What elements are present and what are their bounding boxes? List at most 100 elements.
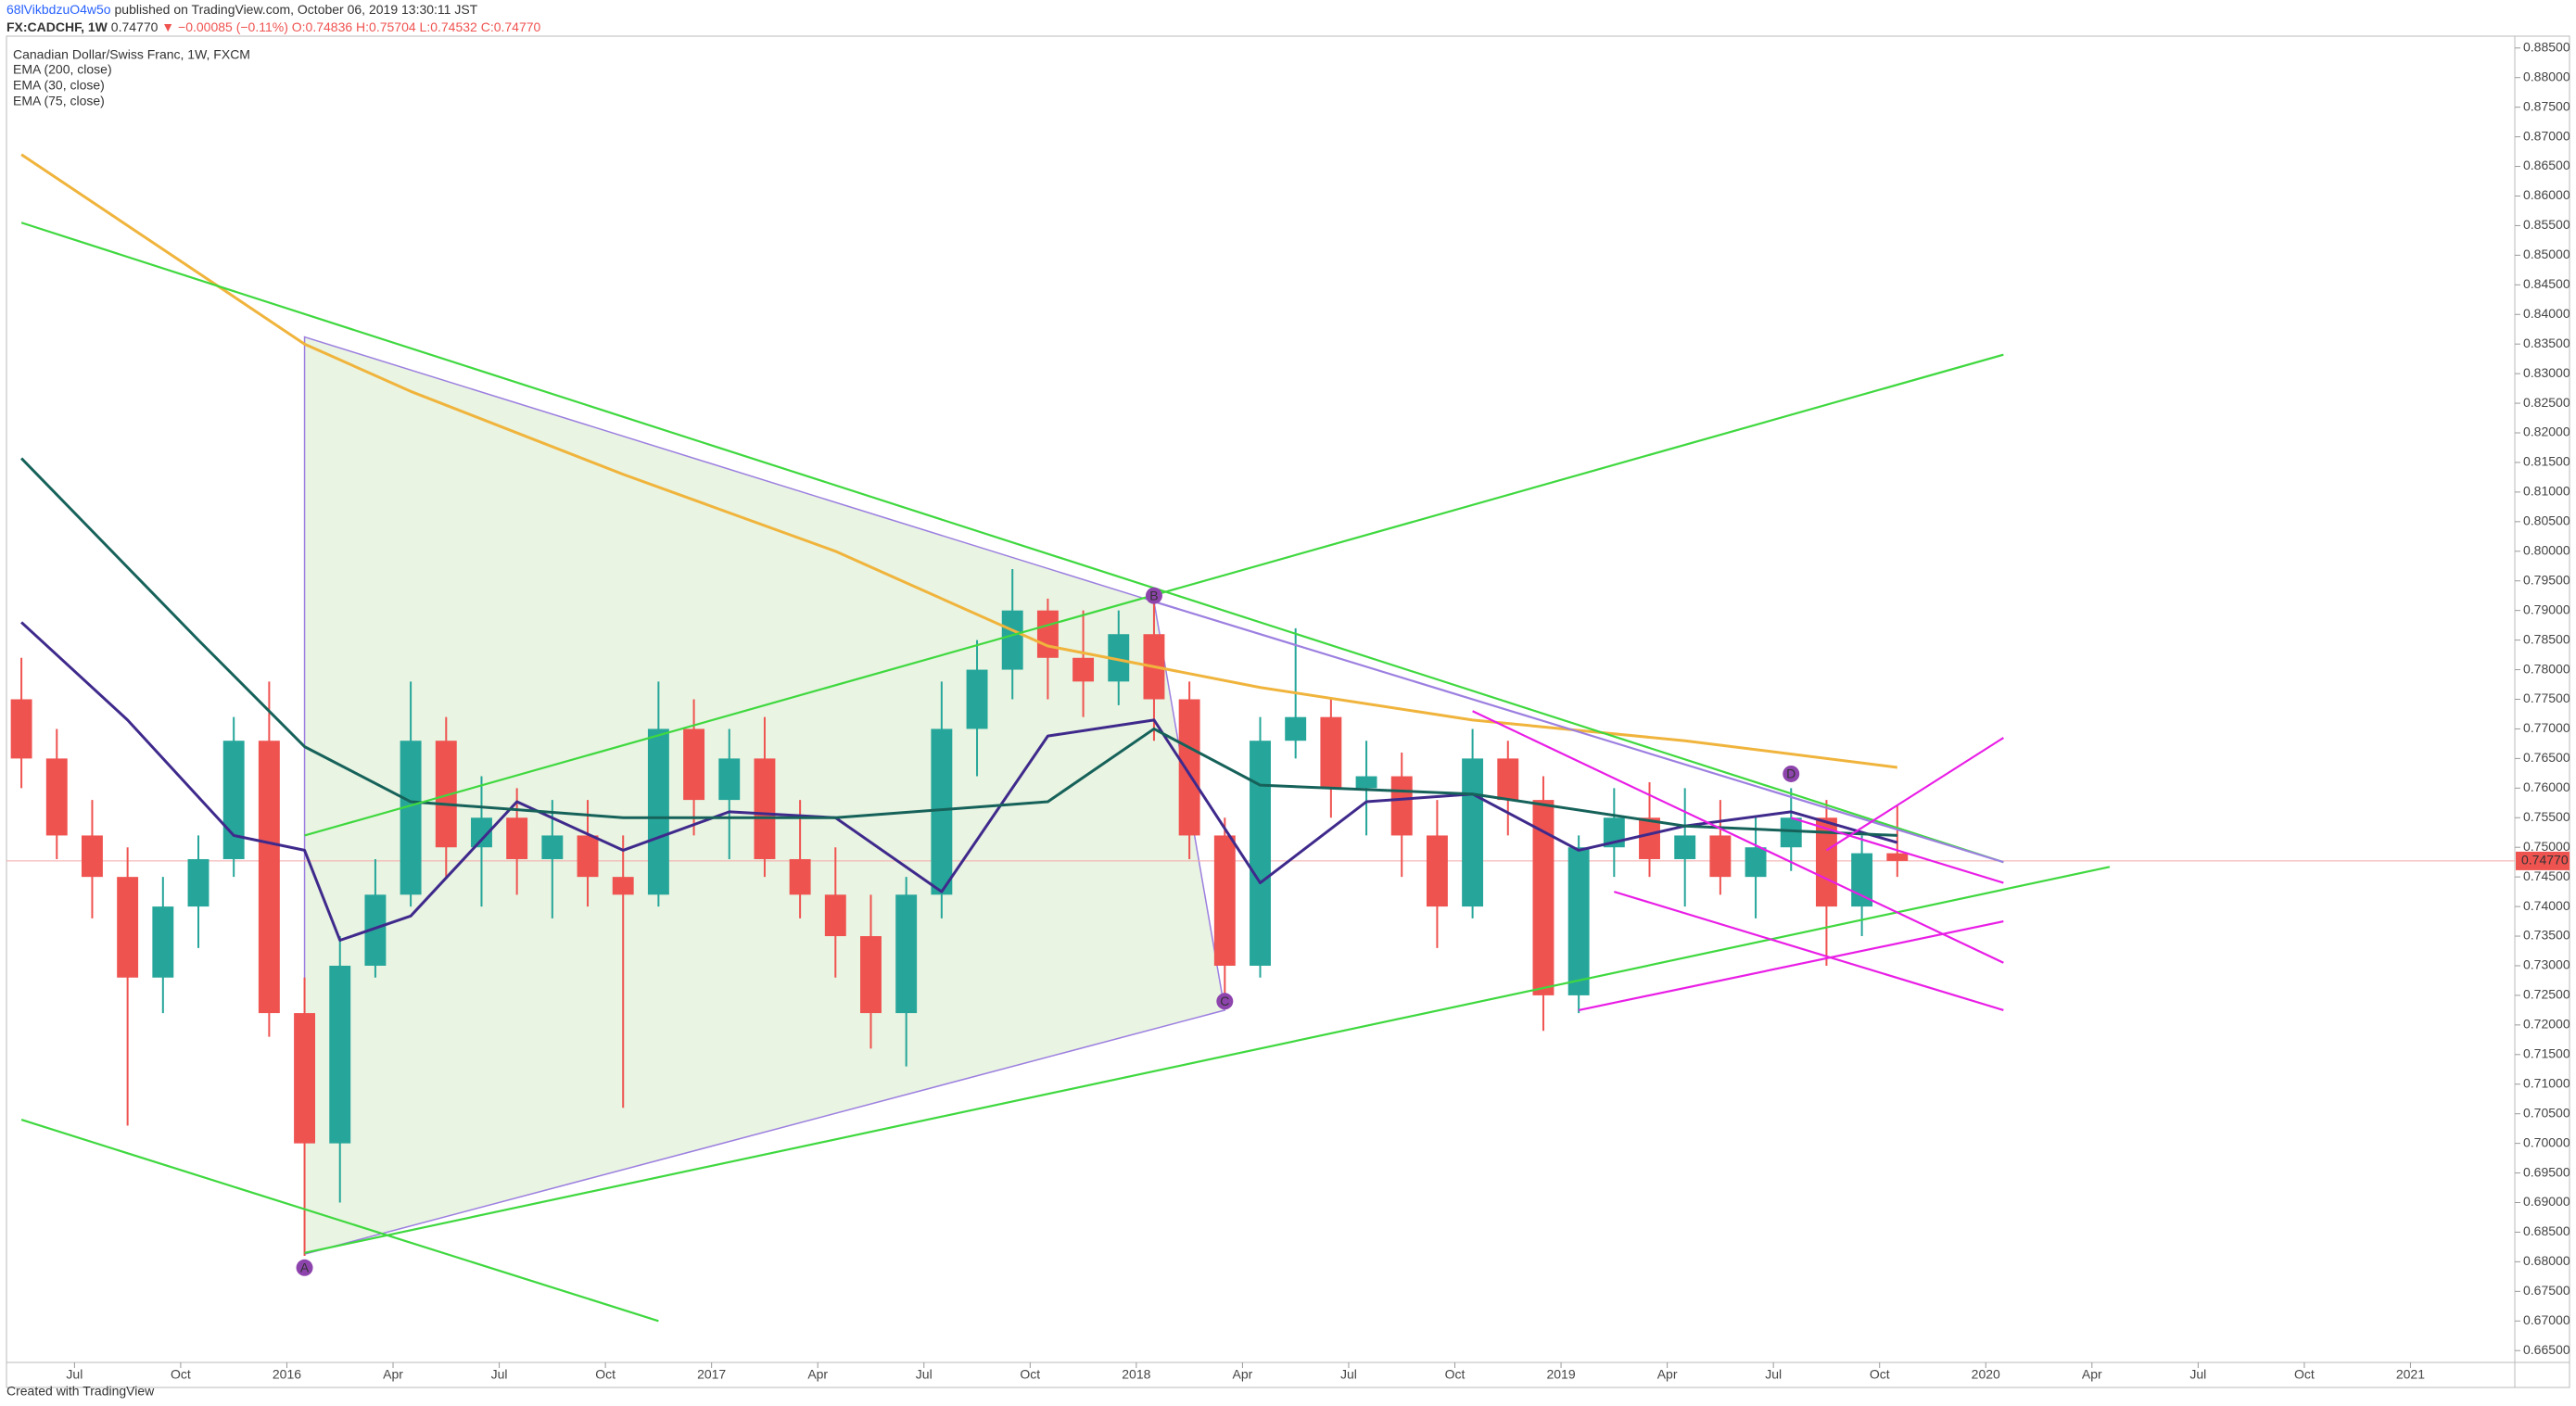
point-label: D	[1786, 766, 1796, 781]
y-tick-label: 0.71000	[2523, 1075, 2570, 1090]
candle-body	[1072, 657, 1095, 682]
x-tick-label: Oct	[1870, 1367, 1890, 1382]
y-tick-label: 0.81000	[2523, 484, 2570, 499]
candle-body	[1108, 634, 1130, 682]
candle-body	[82, 835, 103, 878]
user[interactable]: 68lVikbdzuO4w5o	[6, 2, 111, 17]
footer[interactable]: Created with TradingView	[6, 1384, 155, 1399]
candle-body	[541, 835, 564, 859]
candle-body	[966, 669, 988, 729]
candle-body	[1285, 716, 1307, 741]
candle-body	[1462, 758, 1484, 907]
point-marker	[1145, 587, 1162, 604]
candle-body	[152, 906, 174, 978]
ema-line	[20, 153, 1897, 769]
legend-entry: EMA (200, close)	[13, 62, 112, 77]
y-tick-label: 0.88000	[2523, 69, 2570, 83]
candle-body	[1639, 817, 1660, 859]
candle-body	[1178, 699, 1200, 836]
candle-body	[1674, 835, 1696, 859]
x-tick-label: Apr	[1657, 1367, 1678, 1382]
y-tick-label: 0.76500	[2523, 750, 2570, 765]
candle-body	[258, 741, 280, 1014]
change: ▼ −0.00085 (−0.11%)	[161, 19, 288, 34]
y-tick-label: 0.69500	[2523, 1164, 2570, 1179]
candle-body	[1567, 847, 1590, 995]
y-tick-label: 0.74000	[2523, 898, 2570, 913]
candle-body	[754, 758, 776, 859]
x-tick-label: Oct	[595, 1367, 615, 1382]
candle-body	[931, 728, 953, 895]
y-tick-label: 0.79500	[2523, 572, 2570, 587]
y-tick-label: 0.75500	[2523, 809, 2570, 824]
point-marker	[1216, 993, 1234, 1010]
x-tick-label: Jul	[1765, 1367, 1782, 1382]
x-tick-label: Oct	[2294, 1367, 2315, 1382]
y-tick-label: 0.87000	[2523, 128, 2570, 143]
x-tick-label: 2021	[2396, 1367, 2425, 1382]
candle-body	[1001, 610, 1023, 670]
last: 0.74770	[111, 19, 159, 34]
candle-body	[187, 858, 209, 907]
publish-line: 68lVikbdzuO4w5o published on TradingView…	[6, 2, 478, 17]
candle-body	[860, 936, 882, 1014]
candle-body	[647, 728, 669, 895]
candle-body	[1250, 741, 1271, 966]
y-tick-label: 0.66500	[2523, 1342, 2570, 1357]
y-tick-label: 0.77000	[2523, 720, 2570, 735]
candle-body	[1886, 853, 1909, 861]
x-tick-label: Apr	[2082, 1367, 2102, 1382]
candle-body	[117, 877, 139, 978]
y-tick-label: 0.86500	[2523, 158, 2570, 172]
y-tick-label: 0.73500	[2523, 928, 2570, 943]
candle-body	[895, 894, 918, 1014]
x-tick-label: 2020	[1972, 1367, 2000, 1382]
x-tick-label: 2016	[273, 1367, 301, 1382]
y-tick-label: 0.82500	[2523, 395, 2570, 410]
x-tick-label: Apr	[807, 1367, 828, 1382]
candle-body	[789, 858, 811, 895]
candle-body	[45, 758, 68, 836]
y-tick-label: 0.78000	[2523, 661, 2570, 676]
last-price-badge	[2516, 851, 2570, 870]
overlay: 0.66500 0.67000 0.67500 0.68000 0.68500 0.690…	[13, 39, 2570, 1381]
y-tick-label: 0.83000	[2523, 365, 2570, 380]
candle-body	[1036, 610, 1059, 658]
candle-body	[1213, 835, 1236, 966]
symbol: FX:CADCHF, 1W	[6, 19, 108, 34]
frame	[6, 35, 2570, 1388]
point-label: B	[1149, 588, 1158, 602]
candle-body	[683, 728, 705, 801]
x-tick-label: Oct	[1445, 1367, 1466, 1382]
y-tick-label: 0.84000	[2523, 306, 2570, 321]
candle-body	[1355, 776, 1377, 789]
trend-line	[1790, 817, 2004, 884]
ohlc-c: C:0.74770	[481, 19, 541, 34]
x-tick-label: Apr	[383, 1367, 403, 1382]
candle-body	[1497, 758, 1519, 801]
candle-body	[824, 894, 846, 937]
trend-line	[1578, 919, 2004, 1011]
candle-body	[1390, 776, 1413, 836]
candle-body	[506, 817, 528, 859]
y-tick-label: 0.84500	[2523, 276, 2570, 291]
x-tick-label: Jul	[2189, 1367, 2206, 1382]
x-tick-label: 2018	[1122, 1367, 1150, 1382]
ohlc-h: H:0.75704	[356, 19, 416, 34]
y-tick-label: 0.88500	[2523, 39, 2570, 54]
y-tick-label: 0.85500	[2523, 217, 2570, 232]
x-tick-label: 2017	[697, 1367, 726, 1382]
candle-body	[1709, 835, 1732, 878]
candle-body	[1780, 817, 1802, 848]
y-tick-label: 0.80500	[2523, 513, 2570, 528]
y-tick-label: 0.80000	[2523, 542, 2570, 557]
y-tick-label: 0.70500	[2523, 1105, 2570, 1120]
last-price-label: 0.74770	[2521, 853, 2569, 868]
y-tick-label: 0.72500	[2523, 987, 2570, 1002]
x-tick-label: Jul	[491, 1367, 508, 1382]
x-tick-label: Jul	[66, 1367, 82, 1382]
trend-line	[1614, 891, 2004, 1011]
candle-body	[1320, 716, 1342, 789]
